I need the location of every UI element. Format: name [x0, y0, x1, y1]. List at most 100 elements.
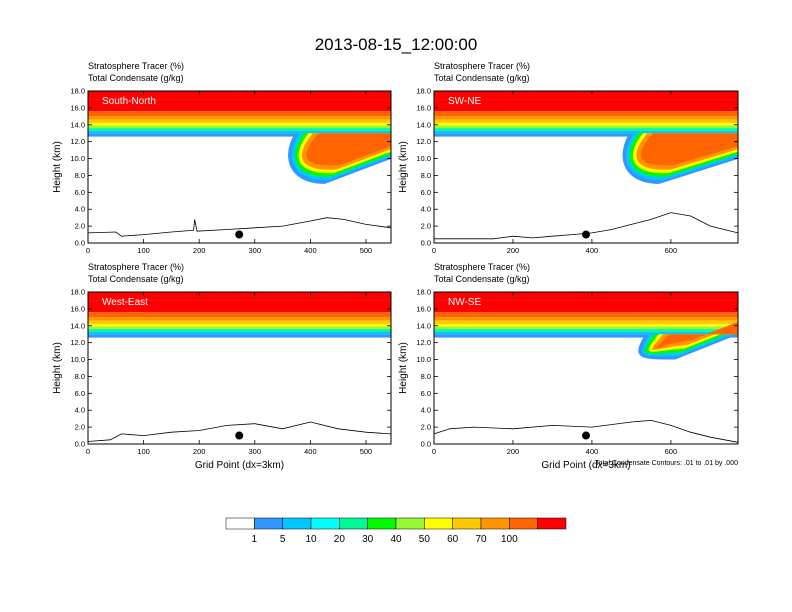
tracer-field — [434, 292, 738, 360]
plot-frame — [87, 291, 392, 445]
panel-header-tracer: Stratosphere Tracer (%) — [434, 262, 530, 272]
tracer-band-5 — [434, 324, 738, 327]
xtick-label: 0 — [86, 246, 90, 255]
ytick-label: 0.0 — [421, 239, 431, 248]
colorbar-label-1: 5 — [280, 534, 286, 545]
ytick-label: 10.0 — [416, 355, 431, 364]
intrusion-layer-5 — [656, 321, 738, 349]
panel-header-condensate: Total Condensate (g/kg) — [434, 274, 530, 284]
panel-header-condensate: Total Condensate (g/kg) — [434, 73, 530, 83]
y-axis-label: Height (km) — [52, 342, 63, 394]
ytick-label: 18.0 — [416, 87, 431, 96]
y-axis-label: Height (km) — [398, 141, 409, 193]
tracer-band-6 — [88, 326, 391, 330]
tracer-band-1 — [88, 300, 391, 313]
tracer-band-7 — [434, 329, 738, 332]
tracer-band-7 — [88, 329, 391, 332]
ytick-label: 2.0 — [75, 222, 85, 231]
terrain-line — [87, 217, 392, 237]
ytick-label: 14.0 — [416, 120, 431, 129]
colorbar-swatch-3 — [310, 517, 340, 530]
xtick-label: 400 — [304, 447, 317, 456]
xtick-label: 200 — [507, 246, 520, 255]
ytick-label: 18.0 — [416, 288, 431, 297]
tracer-band-1 — [88, 99, 391, 112]
tracer-band-3 — [434, 317, 738, 321]
colorbar-label-4: 30 — [362, 534, 374, 545]
location-marker — [582, 230, 590, 239]
ytick-label: 16.0 — [70, 304, 85, 313]
location-marker — [235, 431, 244, 440]
tracer-band-7 — [88, 128, 391, 131]
plot-frame — [433, 291, 739, 445]
terrain-line — [433, 419, 739, 443]
ytick-label: 12.0 — [70, 137, 85, 146]
figure-title: 2013-08-15_12:00:00 — [315, 35, 478, 54]
ytick-label: 4.0 — [75, 205, 85, 214]
xtick-label: 200 — [193, 447, 206, 456]
tracer-band-2 — [88, 312, 391, 318]
tracer-band-9 — [88, 133, 391, 137]
colorbar-label-7: 60 — [447, 534, 459, 545]
panel-2: 0.0 2.0 4.0 6.0 8.0 10.0 12.0 14.0 16.0 18.0 0 100 2… — [52, 262, 392, 471]
tracer-band-0 — [434, 91, 738, 100]
tracer-band-8 — [88, 130, 391, 134]
intrusion-layer-5 — [640, 133, 738, 166]
tracer-band-2 — [88, 111, 391, 117]
ytick-label: 6.0 — [421, 389, 431, 398]
tracer-band-0 — [88, 292, 391, 301]
tracer-band-8 — [434, 130, 738, 134]
colorbar-swatch-9 — [480, 517, 510, 530]
colorbar-label-5: 40 — [390, 534, 402, 545]
ytick-label: 0.0 — [421, 440, 431, 449]
ytick-label: 2.0 — [421, 423, 431, 432]
colorbar-label-2: 10 — [305, 534, 317, 545]
tracer-band-9 — [434, 334, 738, 338]
xtick-label: 0 — [432, 447, 436, 456]
ytick-label: 2.0 — [75, 423, 85, 432]
tracer-band-8 — [88, 331, 391, 335]
xtick-label: 100 — [137, 246, 150, 255]
ytick-label: 0.0 — [75, 440, 85, 449]
tracer-band-0 — [434, 292, 738, 301]
xtick-label: 200 — [507, 447, 520, 456]
tracer-band-6 — [88, 125, 391, 129]
colorbar-label-0: 1 — [252, 534, 258, 545]
xtick-label: 600 — [665, 447, 678, 456]
y-axis-label: Height (km) — [398, 342, 409, 394]
tracer-band-9 — [434, 133, 738, 137]
x-axis-label: Grid Point (dx=3km) — [195, 460, 284, 471]
terrain-line — [434, 212, 739, 240]
panel-label: South-North — [102, 96, 156, 107]
colorbar-swatch-11 — [537, 517, 567, 530]
ytick-label: 4.0 — [421, 205, 431, 214]
panel-header-condensate: Total Condensate (g/kg) — [88, 274, 184, 284]
plot-frame — [433, 90, 739, 244]
colorbar-swatch-8 — [452, 517, 482, 530]
ytick-label: 6.0 — [75, 389, 85, 398]
ytick-label: 16.0 — [70, 103, 85, 112]
tracer-band-5 — [434, 123, 738, 126]
colorbar-swatch-0 — [225, 517, 255, 530]
panel-3: 0.0 2.0 4.0 6.0 8.0 10.0 12.0 14.0 16.0 18.0 0 200 4… — [398, 262, 739, 471]
ytick-label: 2.0 — [421, 222, 431, 231]
panel-label: NW-SE — [448, 297, 481, 308]
ytick-label: 8.0 — [75, 171, 85, 180]
xtick-label: 400 — [586, 246, 599, 255]
tracer-band-2 — [434, 111, 738, 117]
colorbar: 1 5 10 20 30 40 50 60 70 100 — [225, 517, 567, 545]
colorbar-swatch-2 — [282, 517, 312, 530]
ytick-label: 12.0 — [70, 338, 85, 347]
panel-label: West-East — [102, 297, 148, 308]
ytick-label: 10.0 — [70, 154, 85, 163]
ytick-label: 8.0 — [421, 171, 431, 180]
ytick-label: 4.0 — [75, 406, 85, 415]
colorbar-label-9: 100 — [501, 534, 518, 545]
tracer-field — [434, 91, 738, 184]
panel-header-tracer: Stratosphere Tracer (%) — [88, 61, 184, 71]
terrain-line — [87, 421, 392, 442]
xtick-label: 300 — [249, 246, 262, 255]
ytick-label: 14.0 — [70, 120, 85, 129]
colorbar-swatch-5 — [367, 517, 397, 530]
tracer-band-3 — [88, 317, 391, 321]
